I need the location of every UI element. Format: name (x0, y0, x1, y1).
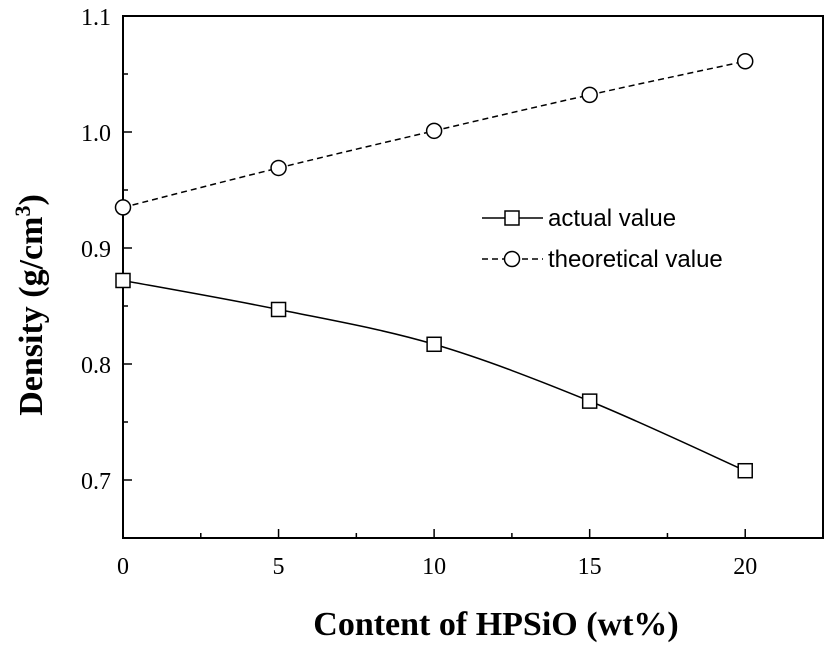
y-tick-label: 0.7 (81, 469, 111, 495)
legend-label-theoretical: theoretical value (548, 246, 723, 273)
y-tick-label: 1.1 (81, 5, 111, 31)
legend-marker-circle (503, 250, 521, 268)
x-axis-title: Content of HPSiO (wt%) (313, 606, 678, 643)
series-layer (114, 52, 754, 479)
data-point-circle (425, 122, 443, 140)
legend: actual value theoretical value (482, 205, 723, 273)
data-point-square (115, 272, 131, 289)
tick-labels: 0 5 10 15 20 0.7 0.8 0.9 1.0 1.1 (81, 5, 757, 580)
axis-ticks (122, 15, 746, 538)
y-axis-title-main: Density (g/cm (13, 217, 50, 416)
x-tick-label: 15 (578, 554, 602, 580)
series-line-square (122, 279, 746, 472)
data-point-circle (270, 159, 287, 177)
y-tick-label: 1.0 (81, 121, 111, 147)
y-axis-title: Density (g/cm3) (10, 194, 50, 416)
data-point-square (581, 393, 598, 409)
data-point-circle (114, 199, 132, 216)
y-axis-title-close: ) (13, 194, 50, 205)
x-tick-label: 0 (117, 554, 129, 580)
data-point-circle (581, 86, 598, 104)
data-point-circle (736, 52, 754, 70)
x-tick-label: 5 (273, 554, 285, 580)
data-point-square (737, 462, 753, 479)
x-tick-label: 20 (733, 554, 757, 580)
x-tick-label: 10 (422, 554, 446, 580)
legend-marker-square (504, 210, 520, 226)
data-point-square (270, 301, 287, 318)
plot-frame (122, 15, 824, 539)
y-tick-label: 0.9 (81, 237, 111, 263)
y-axis-title-superscript: 3 (10, 206, 35, 217)
data-point-square (426, 336, 442, 353)
y-tick-label: 0.8 (81, 353, 111, 379)
legend-label-actual: actual value (548, 205, 676, 232)
